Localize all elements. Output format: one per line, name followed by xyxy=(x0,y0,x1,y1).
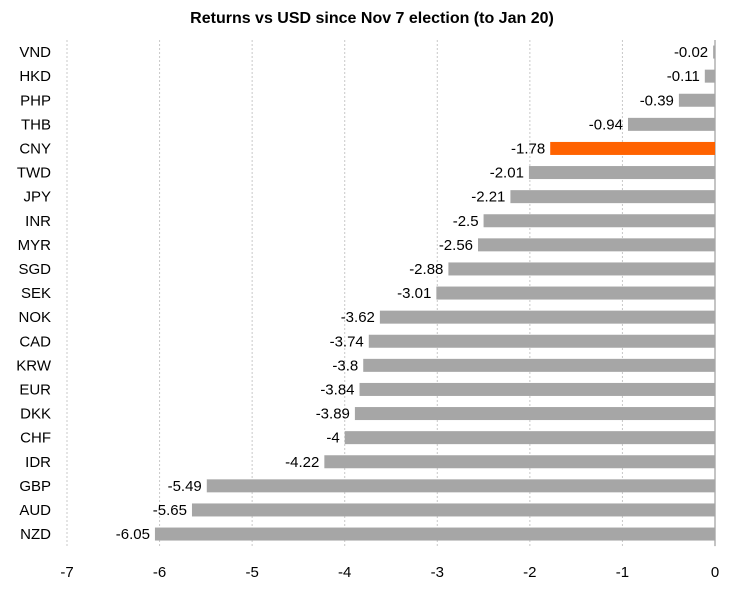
bar-nzd xyxy=(154,527,715,541)
value-label-idr: -4.22 xyxy=(285,454,319,471)
value-label-inr: -2.5 xyxy=(453,213,479,230)
x-tick-label: -3 xyxy=(431,564,444,581)
x-tick-label: -2 xyxy=(523,564,536,581)
value-label-myr: -2.56 xyxy=(439,237,473,254)
category-label-chf: CHF xyxy=(20,430,51,447)
value-label-eur: -3.84 xyxy=(320,381,354,398)
x-axis-ticks: -7 -6 -5 -4 -3 -2 -1 0 xyxy=(60,564,719,581)
x-tick-label: 0 xyxy=(711,564,719,581)
bar-jpy xyxy=(510,190,715,204)
bar-dkk xyxy=(354,407,715,421)
category-label-inr: INR xyxy=(25,213,51,230)
category-label-sgd: SGD xyxy=(18,261,51,278)
bar-php xyxy=(678,93,715,107)
value-label-cad: -3.74 xyxy=(330,333,364,350)
category-label-cad: CAD xyxy=(19,333,51,350)
category-label-vnd: VND xyxy=(19,44,51,61)
bar-hkd xyxy=(704,69,715,83)
bar-cny xyxy=(550,141,715,155)
value-label-vnd: -0.02 xyxy=(674,44,708,61)
bar-myr xyxy=(478,238,715,252)
value-label-thb: -0.94 xyxy=(589,116,623,133)
category-label-eur: EUR xyxy=(19,381,51,398)
bar-sgd xyxy=(448,262,715,276)
value-label-hkd: -0.11 xyxy=(667,68,700,85)
value-label-php: -0.39 xyxy=(640,92,674,109)
x-tick-label: -7 xyxy=(60,564,73,581)
category-label-krw: KRW xyxy=(16,357,52,374)
category-label-sek: SEK xyxy=(21,285,51,302)
bar-idr xyxy=(324,455,715,469)
bar-krw xyxy=(363,358,715,372)
category-label-twd: TWD xyxy=(17,165,51,182)
category-label-idr: IDR xyxy=(25,454,51,471)
value-label-jpy: -2.21 xyxy=(471,189,505,206)
value-label-chf: -4 xyxy=(326,430,339,447)
chart-title: Returns vs USD since Nov 7 election (to … xyxy=(190,10,554,27)
value-label-gbp: -5.49 xyxy=(168,478,202,495)
value-label-nzd: -6.05 xyxy=(116,526,150,543)
value-label-sek: -3.01 xyxy=(397,285,431,302)
value-labels: -0.02 -0.11 -0.39 -0.94 -1.78 -2.01 -2.21 -2.5 -… xyxy=(116,44,708,543)
bar-inr xyxy=(483,214,715,228)
category-label-thb: THB xyxy=(21,116,51,133)
bar-twd xyxy=(528,166,715,180)
bars xyxy=(154,45,716,541)
category-label-nok: NOK xyxy=(18,309,51,326)
category-label-gbp: GBP xyxy=(19,478,51,495)
category-label-nzd: NZD xyxy=(20,526,51,543)
value-label-dkk: -3.89 xyxy=(316,406,350,423)
value-label-aud: -5.65 xyxy=(153,502,187,519)
value-label-twd: -2.01 xyxy=(490,165,524,182)
value-label-cny: -1.78 xyxy=(511,140,545,157)
category-label-php: PHP xyxy=(20,92,51,109)
bar-sek xyxy=(436,286,715,300)
category-label-jpy: JPY xyxy=(23,189,51,206)
bar-gbp xyxy=(206,479,716,493)
bar-vnd xyxy=(713,45,715,59)
value-label-nok: -3.62 xyxy=(341,309,375,326)
bar-nok xyxy=(379,310,715,324)
category-label-aud: AUD xyxy=(19,502,51,519)
category-label-myr: MYR xyxy=(18,237,52,254)
bar-aud xyxy=(191,503,715,517)
value-label-sgd: -2.88 xyxy=(409,261,443,278)
bar-chf xyxy=(344,431,715,445)
bar-thb xyxy=(627,117,715,131)
category-label-cny: CNY xyxy=(19,140,51,157)
category-label-dkk: DKK xyxy=(20,406,51,423)
category-label-hkd: HKD xyxy=(19,68,51,85)
x-tick-label: -6 xyxy=(153,564,166,581)
bar-cad xyxy=(368,334,715,348)
x-tick-label: -4 xyxy=(338,564,351,581)
bar-eur xyxy=(359,382,715,396)
x-tick-label: -5 xyxy=(245,564,258,581)
value-label-krw: -3.8 xyxy=(332,357,358,374)
x-tick-label: -1 xyxy=(616,564,629,581)
category-labels: VND HKD PHP THB CNY TWD JPY INR MYR SGD SEK NOK CAD K… xyxy=(16,44,52,543)
